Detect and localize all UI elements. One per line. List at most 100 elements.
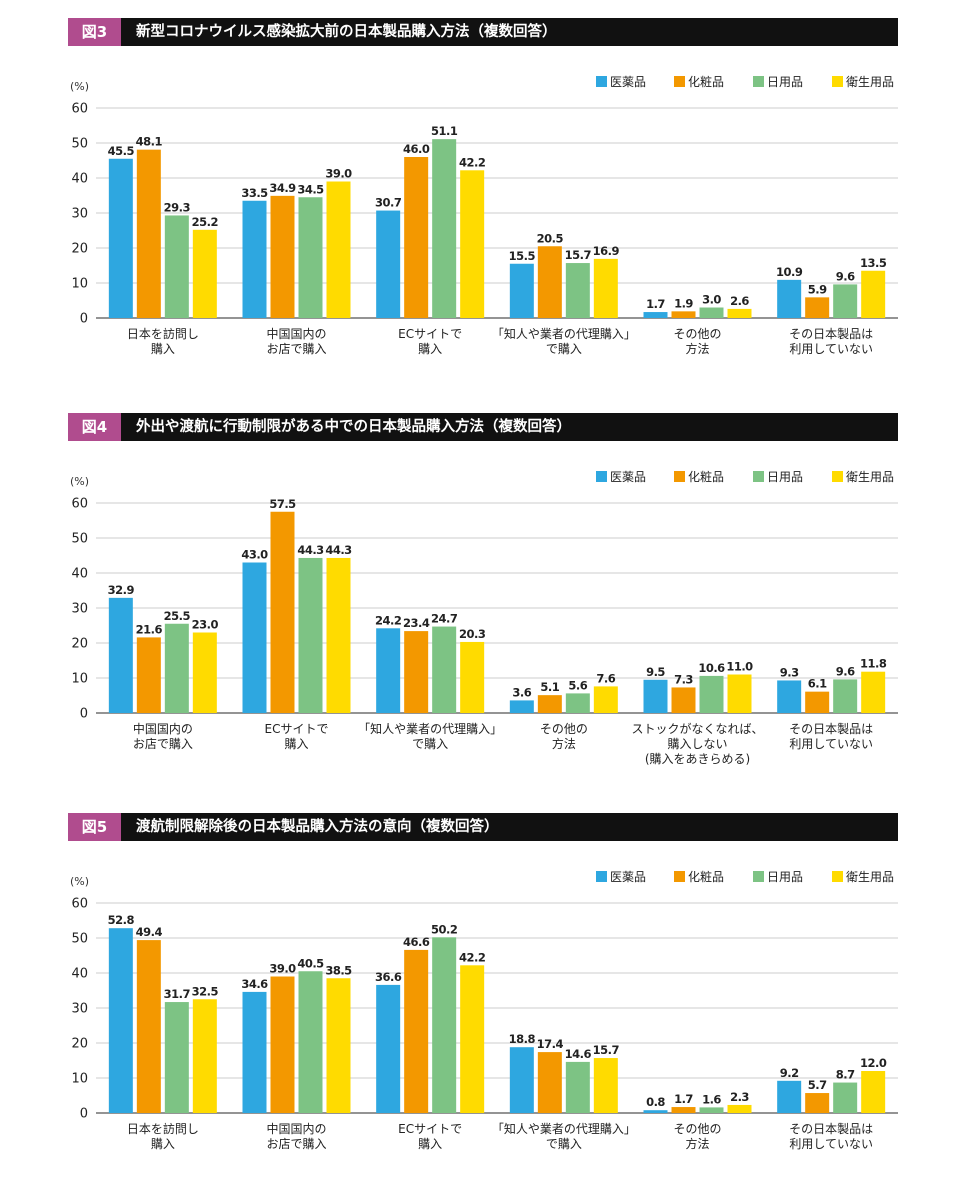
bar [861,270,886,318]
data-label: 6.1 [808,677,827,691]
data-label: 52.8 [108,913,135,927]
bar [270,976,295,1113]
data-label: 46.0 [403,142,430,156]
bar [593,258,618,318]
data-label: 21.6 [136,622,163,636]
y-tick-label: 30 [71,207,88,222]
data-label: 31.7 [164,987,191,1001]
data-label: 13.5 [860,256,887,270]
data-label: 9.3 [780,665,799,679]
data-label: 15.7 [565,248,592,262]
y-tick-label: 30 [71,602,88,617]
bar [460,641,485,713]
bar [404,157,429,318]
bar [136,940,161,1113]
bar-chart-figure-5: (%) 0 10 20 30 40 50 60 医薬品 化粧品 日用品 衛生用品 52.849.4 31.… [70,870,898,1151]
data-label: 32.9 [108,583,135,597]
bar [777,279,802,318]
data-label: 1.7 [646,297,665,311]
bar [833,1082,858,1113]
data-label: 8.7 [836,1068,855,1082]
data-label: 16.9 [593,244,620,258]
bar [727,1104,752,1113]
data-label: 2.6 [730,294,749,308]
bar [593,686,618,713]
data-label: 23.0 [192,618,219,632]
figure-3-panel: 図3 新型コロナウイルス感染拡大前の日本製品購入方法（複数回答） (%) 0 10 2… [0,0,970,395]
data-label: 5.9 [808,282,827,296]
legend-swatch [596,76,607,87]
bar [270,195,295,318]
data-label: 45.5 [108,144,135,158]
legend-swatch [674,471,685,482]
bar [565,1061,590,1113]
legend-swatch [753,471,764,482]
bar [432,937,457,1113]
category-label: 「知人や業者の代理購入」 [492,1122,636,1136]
data-label: 3.6 [512,685,531,699]
bar [242,991,267,1113]
figure-title: 外出や渡航に行動制限がある中での日本製品購入方法（複数回答） [136,419,571,435]
y-tick-label: 50 [71,137,88,152]
bar [861,1071,886,1113]
bar [404,949,429,1113]
data-label: 25.5 [164,609,191,623]
data-label: 11.8 [860,657,887,671]
data-label: 11.0 [726,660,753,674]
category-label: 「知人や業者の代理購入」 [358,722,502,736]
category-label: お店で購入 [133,737,193,751]
data-label: 9.6 [836,664,855,678]
bar [861,671,886,713]
bar [727,674,752,713]
legend-swatch [674,871,685,882]
category-label: 中国国内の [266,326,326,341]
data-label: 1.6 [702,1092,721,1106]
y-tick-label: 60 [71,102,88,117]
category-label: 方法 [552,736,576,751]
bar [376,984,401,1113]
data-label: 18.8 [509,1032,536,1046]
bar [565,263,590,318]
data-label: 1.9 [674,296,693,310]
y-tick-label: 50 [71,532,88,547]
y-tick-label: 20 [71,1037,88,1052]
bar [593,1058,618,1113]
legend-label: 医薬品 [610,870,646,884]
data-label: 38.5 [325,963,352,977]
bar [833,679,858,713]
data-label: 44.3 [297,543,324,557]
bar [671,1107,696,1113]
bar [192,999,217,1113]
data-label: 42.2 [459,155,485,169]
category-label: その他の [673,327,721,341]
data-label: 5.7 [808,1078,827,1092]
category-label: 日本を訪問し [127,1121,199,1136]
bar [270,511,295,713]
category-label: 中国国内の [266,1121,326,1136]
data-label: 44.3 [325,543,352,557]
data-label: 1.7 [674,1092,693,1106]
bar [242,200,267,318]
data-label: 9.6 [836,269,855,283]
category-label: その他の [540,722,588,736]
bar [565,693,590,713]
bar [298,971,323,1113]
category-label: 中国国内の [133,721,193,736]
data-label: 10.9 [776,265,803,279]
category-label: 購入 [151,342,175,356]
y-axis-unit-label: (%) [70,875,89,888]
bar [242,562,267,713]
data-label: 33.5 [241,186,268,200]
category-label: その日本製品は [789,1122,873,1136]
legend-swatch [832,76,843,87]
bar [432,139,457,318]
figure-title: 渡航制限解除後の日本製品購入方法の意向（複数回答） [136,819,499,835]
bar [460,170,485,318]
category-label: で購入 [546,342,582,356]
data-label: 20.5 [537,231,564,245]
category-label: で購入 [412,737,448,751]
category-label: 購入 [418,342,442,356]
bar [509,263,534,318]
bar [537,695,562,713]
category-label: ECサイトで [398,1122,462,1136]
